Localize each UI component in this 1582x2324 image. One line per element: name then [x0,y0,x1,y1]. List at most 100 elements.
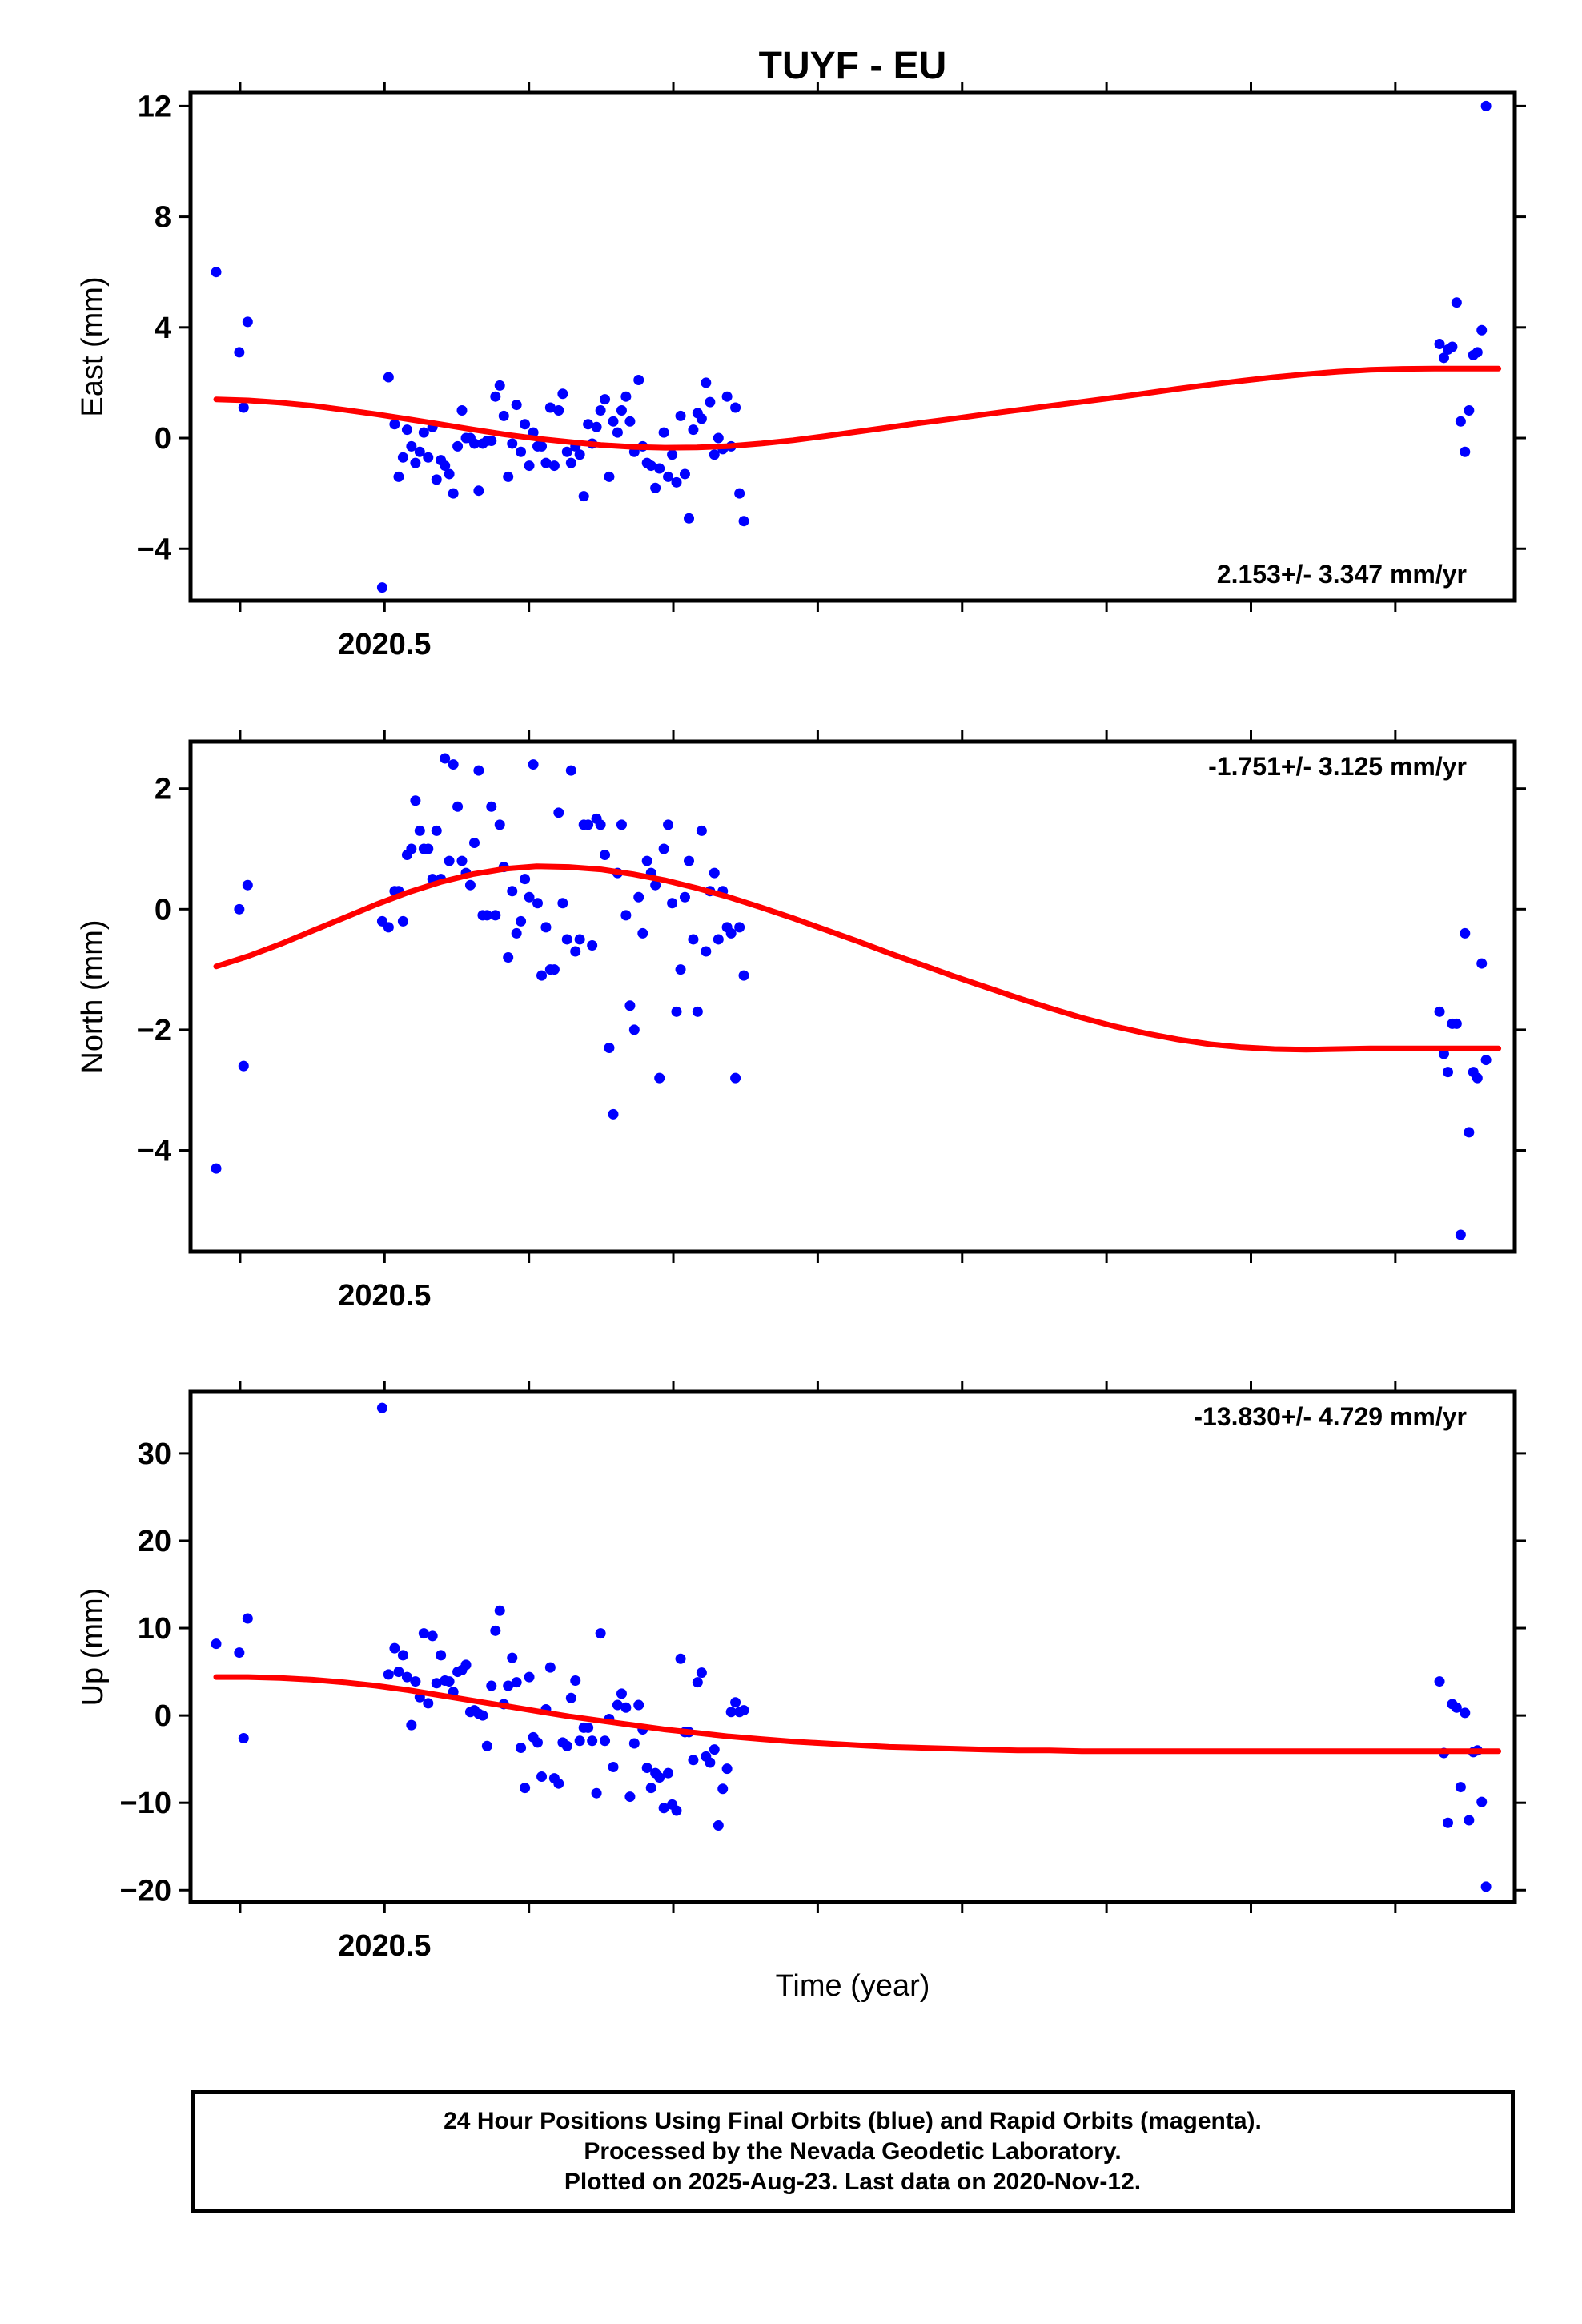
data-point [536,1771,548,1782]
data-point [721,391,733,402]
y-tick-label: −4 [137,1135,171,1168]
data-point [238,402,249,413]
data-point [1451,1018,1462,1029]
data-point [516,915,527,927]
data-point [477,1710,488,1721]
data-point [1443,1067,1454,1078]
data-point [1447,341,1458,352]
data-point [406,1719,417,1731]
data-point [654,463,665,474]
data-point [211,1163,222,1174]
data-point [624,1000,636,1011]
data-point [616,819,627,830]
data-point [532,1737,543,1748]
data-point [696,413,707,424]
data-point [600,1735,611,1747]
data-point [1460,446,1471,457]
data-point [624,1791,636,1803]
data-point [516,446,527,457]
data-point [211,1638,222,1650]
data-point [1460,1707,1471,1719]
data-point [713,432,724,444]
data-point [1480,1055,1492,1066]
caption-line-3: Plotted on 2025-Aug-23. Last data on 202… [564,2169,1142,2195]
data-point [393,471,404,482]
data-point [1455,416,1466,427]
data-point [507,1652,518,1663]
y-tick-label: 0 [155,893,171,927]
data-point [583,819,594,830]
panel-1: −4 0 4 8 12 2020.5 East (mm) 2.153+/- 3.347 mm/… [76,82,1526,661]
x-tick-label: 2020.5 [338,628,431,661]
data-point [650,482,661,493]
data-point [1451,1702,1462,1713]
data-point [516,1742,527,1753]
data-point [675,1653,686,1664]
data-point [490,910,501,921]
data-point [705,1757,716,1768]
data-point [532,898,543,909]
data-point [418,427,429,438]
data-point [234,903,245,915]
data-point [658,1803,669,1814]
data-point [1460,927,1471,939]
data-point [490,391,501,402]
data-point [436,1650,447,1661]
data-point [242,316,253,328]
panel-3: −20 −10 0 10 20 30 2020.5 Up (mm) -13.830+/- 4.7… [76,1381,1526,1963]
data-point [738,516,749,527]
data-point [628,1024,640,1035]
data-point [574,449,585,460]
data-point [540,922,552,933]
data-point [679,891,690,903]
data-point [671,476,682,488]
data-point [464,879,476,891]
data-point [663,471,674,482]
data-point [503,952,514,963]
data-point [511,1677,522,1688]
data-point [654,1072,665,1084]
data-point [713,934,724,945]
data-point [620,1702,632,1713]
data-point [481,1740,492,1751]
data-point [383,372,394,383]
data-point [423,1698,434,1709]
data-point [658,843,669,854]
data-point [561,934,572,945]
y-axis-label: East (mm) [76,276,110,416]
data-point [692,1677,703,1688]
data-point [692,1006,703,1017]
data-point [452,440,464,452]
data-point [667,449,678,460]
data-point [645,460,656,472]
fit-curve [213,365,1502,451]
data-point [1476,324,1488,336]
data-point [591,421,602,432]
data-point [393,1667,404,1678]
data-point [423,843,434,854]
data-point [1438,352,1449,364]
caption-line-2: Processed by the Nevada Geodetic Laborat… [584,2138,1122,2165]
data-point [1472,347,1483,358]
caption-box: 24 Hour Positions Using Final Orbits (bl… [191,2090,1515,2213]
data-point [242,879,253,891]
data-point [570,1675,581,1686]
data-point [431,825,442,836]
data-point [460,1659,472,1671]
data-point [418,1628,429,1639]
data-point [671,1006,682,1017]
data-point [234,1647,245,1659]
data-point [490,1625,501,1636]
data-point [524,891,535,903]
data-point [717,1783,729,1795]
data-point [448,488,459,499]
data-point [397,915,408,927]
y-tick-label: −10 [120,1787,171,1820]
data-point [583,419,594,430]
data-point [520,1783,531,1794]
data-point [730,1072,741,1084]
fit-curve [213,1674,1502,1755]
data-point [423,452,434,463]
data-point [503,1680,514,1691]
